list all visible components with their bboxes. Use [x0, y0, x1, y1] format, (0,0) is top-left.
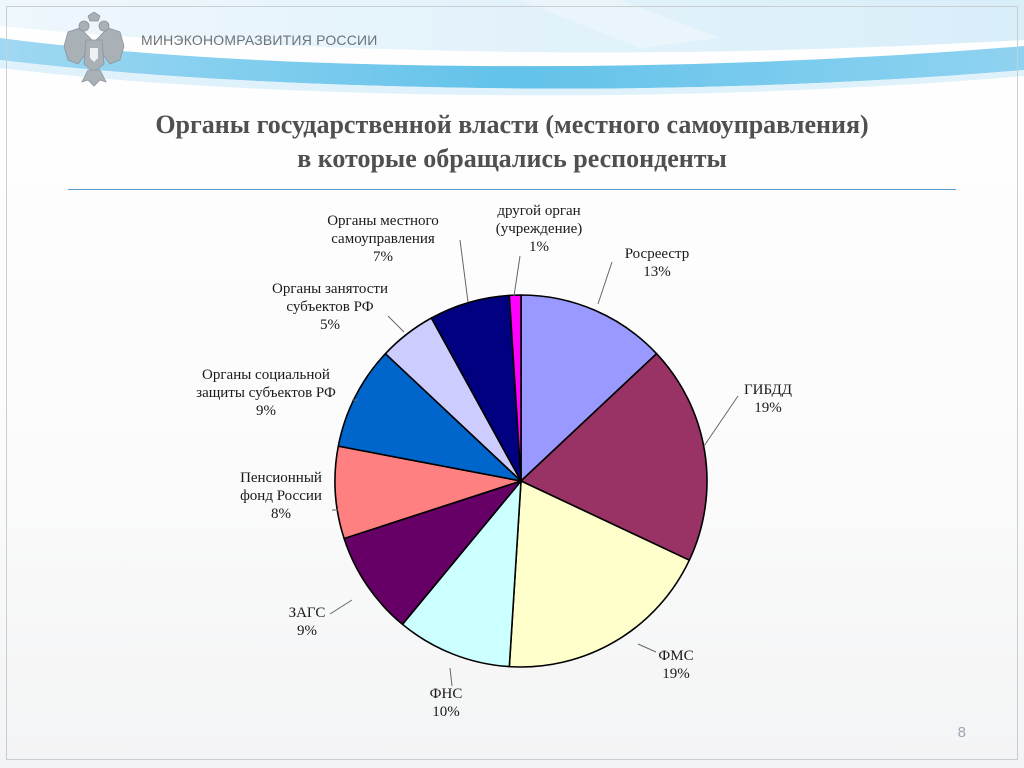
leader-line: [703, 395, 739, 447]
page-number: 8: [957, 724, 966, 741]
leader-line: [597, 261, 613, 305]
page-title: Органы государственной власти (местного …: [60, 108, 964, 176]
page-title-line-2: в которые обращались респонденты: [297, 144, 727, 173]
pie-slice: [520, 294, 658, 482]
page-title-line-1: Органы государственной власти (местного …: [155, 110, 869, 139]
title-divider: [68, 189, 956, 190]
pie-slice: [401, 480, 522, 668]
slice-label: Органы социальной защиты субъектов РФ 9%: [196, 367, 336, 419]
leader-line: [329, 599, 353, 615]
slice-label: ЗАГС 9%: [289, 605, 326, 639]
pie-slice: [508, 294, 522, 482]
leader-line: [449, 667, 453, 687]
slice-label: ГИБДД 19%: [744, 382, 792, 416]
slice-label: Росреестр 13%: [625, 246, 690, 280]
pie-slice: [508, 480, 691, 668]
leader-line: [387, 315, 405, 333]
slice-label: Органы занятости субъектов РФ 5%: [272, 281, 388, 333]
header-banner: [0, 0, 1024, 96]
slice-label: Органы местного самоуправления 7%: [327, 213, 439, 265]
russian-double-headed-eagle-icon: [63, 12, 125, 87]
pie-slice: [343, 480, 522, 626]
slice-label: ФМС 19%: [658, 648, 693, 682]
ministry-name: МИНЭКОНОМРАЗВИТИЯ РОССИИ: [141, 32, 378, 48]
leader-line: [637, 643, 657, 653]
pie-slice: [334, 445, 522, 540]
slice-label: другой орган (учреждение) 1%: [496, 203, 583, 255]
leader-line: [513, 255, 521, 297]
slice-label: Пенсионный фонд России 8%: [240, 470, 322, 522]
pie-slice: [337, 352, 522, 482]
pie-slice: [520, 352, 708, 561]
leader-line: [459, 239, 469, 303]
slice-label: ФНС 10%: [430, 686, 463, 720]
